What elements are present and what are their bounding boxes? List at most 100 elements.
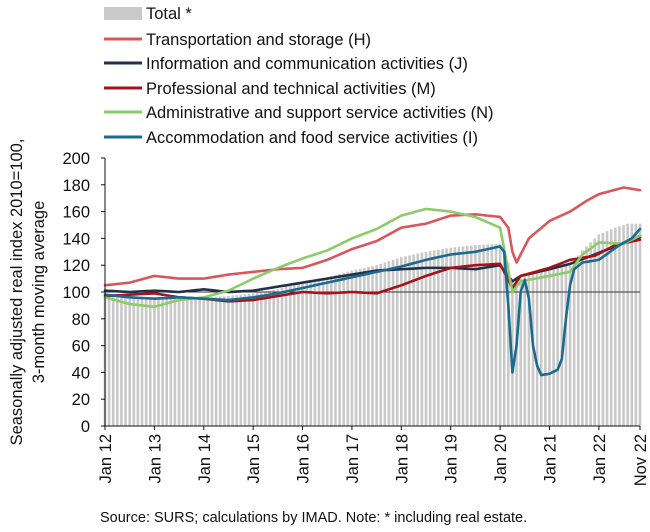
y-tick-label: 140	[62, 230, 90, 248]
bar-total	[334, 275, 337, 426]
bar-total	[260, 292, 263, 426]
bar-total	[465, 245, 469, 426]
bar-total	[313, 279, 317, 426]
bar-total	[461, 246, 465, 426]
source-note: Source: SURS; calculations by IMAD. Note…	[100, 510, 527, 526]
y-tick-label: 160	[62, 204, 90, 222]
x-tick-label: Jan 12	[97, 434, 115, 484]
bar-total	[498, 243, 502, 426]
bar-total	[391, 259, 395, 426]
bar-total	[622, 225, 625, 426]
bar-total	[255, 292, 259, 426]
x-tick-label: Jan 16	[295, 434, 313, 484]
bar-total	[272, 289, 276, 426]
bar-total	[116, 294, 119, 426]
bar-total	[124, 295, 127, 426]
bar-total	[251, 293, 255, 426]
y-ticks: 0 20 40 60 80 100 120 140 160 180 200	[62, 150, 105, 436]
bar-total	[601, 232, 605, 426]
bar-total	[317, 278, 321, 426]
bar-total	[486, 244, 490, 426]
legend-label-h: Transportation and storage (H)	[146, 31, 371, 49]
bar-total	[247, 293, 251, 426]
legend-label-m: Professional and technical activities (M…	[146, 80, 436, 98]
y-tick-label: 120	[62, 257, 90, 275]
x-tick-label: Jan 14	[196, 434, 214, 484]
bar-total	[288, 285, 292, 426]
bar-total	[613, 227, 617, 426]
bar-total	[527, 274, 531, 426]
bar-total	[198, 297, 201, 426]
bar-total	[453, 247, 457, 426]
bar-total	[383, 262, 387, 426]
y-tick-label: 0	[81, 418, 90, 436]
bar-total	[605, 231, 609, 426]
bar-total	[346, 271, 350, 426]
y-axis-title-line1: Seasonally adjusted real index 2010=100,	[8, 139, 26, 446]
bar-total	[618, 226, 621, 426]
bar-total	[395, 258, 399, 426]
bar-total	[523, 276, 527, 426]
bar-total	[161, 297, 164, 426]
y-tick-label: 180	[62, 177, 90, 195]
y-tick-label: 200	[62, 150, 90, 168]
bar-total	[111, 294, 115, 426]
bar-total	[202, 297, 206, 426]
bar-total	[144, 296, 148, 426]
bar-total	[185, 298, 189, 426]
series-line-0	[103, 186, 642, 287]
bar-total	[399, 257, 403, 426]
bar-total	[572, 260, 576, 426]
y-tick-label: 100	[62, 284, 90, 302]
bar-total	[626, 223, 629, 426]
bar-total	[194, 297, 197, 426]
bar-total	[309, 279, 313, 426]
bar-total	[165, 298, 169, 426]
bar-total	[157, 297, 160, 426]
bar-total	[568, 265, 572, 426]
bar-total	[457, 246, 461, 426]
bar-total	[128, 296, 132, 426]
y-axis-title: Seasonally adjusted real index 2010=100,…	[8, 139, 48, 446]
bar-total	[416, 253, 420, 426]
bar-total	[173, 298, 177, 426]
bar-total	[548, 270, 551, 426]
bar-total	[297, 282, 300, 426]
bar-total	[585, 246, 588, 426]
bar-total	[354, 269, 358, 426]
x-tick-label: Jan 13	[146, 434, 164, 484]
bar-total	[638, 223, 642, 426]
bar-total	[169, 298, 173, 426]
x-tick-label: Jan 20	[492, 434, 510, 484]
bar-total	[140, 296, 144, 426]
bar-total	[190, 298, 193, 426]
bar-total	[280, 287, 284, 426]
legend-label-j: Information and communication activities…	[146, 55, 468, 73]
bar-total	[177, 298, 181, 426]
legend-label-i: Accommodation and food service activitie…	[146, 129, 478, 147]
bar-total	[338, 273, 341, 426]
bar-total	[148, 297, 152, 426]
bar-total	[264, 291, 267, 426]
bar-total	[136, 296, 140, 426]
bar-total	[268, 290, 271, 426]
y-tick-label: 40	[72, 364, 90, 382]
x-tick-label: Jan 22	[591, 434, 609, 484]
bar-total	[412, 254, 415, 426]
bar-total	[478, 244, 481, 426]
bar-total	[132, 296, 136, 426]
x-tick-label: Jan 19	[443, 434, 461, 484]
bar-total	[181, 298, 185, 426]
x-tick-label: Jan 21	[541, 434, 559, 484]
bar-total	[153, 297, 156, 426]
series-line-4	[103, 227, 642, 377]
legend: Total * Transportation and storage (H) I…	[104, 5, 494, 147]
legend-label-total: Total *	[146, 5, 192, 23]
x-tick-label: Nov 22	[632, 434, 650, 486]
bar-total	[474, 245, 477, 426]
bar-total	[424, 251, 428, 426]
bar-total	[441, 249, 444, 426]
x-tick-label: Jan 18	[393, 434, 411, 484]
bar-total	[589, 242, 592, 426]
